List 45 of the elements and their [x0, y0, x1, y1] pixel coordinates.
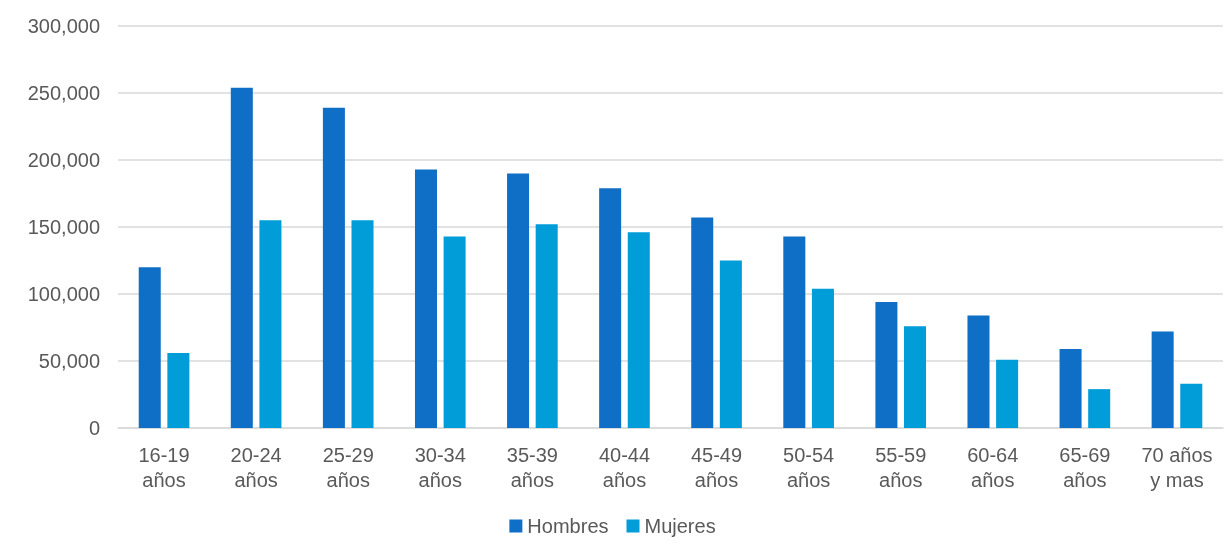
bar — [599, 188, 622, 428]
bar — [875, 302, 898, 428]
bar — [1180, 383, 1203, 428]
x-tick-label: 55-59 años — [875, 443, 927, 491]
y-tick-label: 250,000 — [27, 82, 100, 104]
y-tick-label: 100,000 — [27, 283, 100, 305]
bar — [783, 236, 806, 428]
bar — [443, 236, 466, 428]
x-tick-label: 50-54 años — [783, 443, 835, 491]
bar — [691, 217, 714, 428]
y-tick-label: 50,000 — [38, 350, 100, 372]
bar — [627, 232, 650, 428]
bar — [259, 220, 282, 428]
bar — [535, 224, 558, 428]
bar — [904, 326, 927, 428]
bar — [811, 288, 834, 428]
y-tick-label: 200,000 — [27, 149, 100, 171]
x-tick-label: 35-39 años — [506, 443, 558, 491]
bar — [414, 169, 437, 428]
x-tick-label: 45-49 años — [690, 443, 743, 491]
bar — [719, 260, 742, 428]
bar — [1088, 389, 1111, 428]
bar — [138, 267, 161, 428]
x-tick-label: 20-24 años — [230, 443, 282, 491]
bar — [967, 315, 990, 428]
bar — [167, 352, 190, 428]
bar — [322, 107, 345, 428]
y-tick-label: 0 — [88, 417, 100, 439]
y-tick-label: 150,000 — [27, 216, 100, 238]
x-tick-label: 40-44 años — [598, 443, 651, 491]
bar — [230, 87, 253, 428]
bar — [1059, 348, 1082, 428]
bar — [351, 220, 374, 428]
x-tick-label: 25-29 años — [322, 443, 374, 491]
bar — [996, 359, 1019, 428]
legend-label: Mujeres — [644, 515, 716, 537]
x-tick-label: 70 años y mas — [1141, 443, 1213, 491]
legend-label: Hombres — [527, 515, 609, 537]
x-tick-label: 65-69 años — [1059, 443, 1111, 491]
bar — [507, 173, 530, 428]
x-tick-label: 30-34 años — [414, 443, 466, 491]
bar — [1151, 331, 1174, 428]
x-tick-label: 60-64 años — [967, 443, 1019, 491]
x-tick-label: 16-19 años — [138, 443, 190, 491]
y-tick-label: 300,000 — [27, 15, 100, 37]
